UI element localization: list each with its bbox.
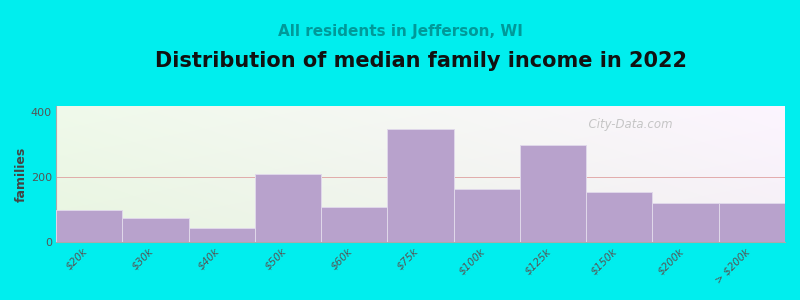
Bar bbox=[321, 207, 387, 242]
Bar bbox=[454, 189, 520, 242]
Bar bbox=[122, 218, 189, 242]
Text: City-Data.com: City-Data.com bbox=[581, 118, 673, 131]
Text: All residents in Jefferson, WI: All residents in Jefferson, WI bbox=[278, 24, 522, 39]
Title: Distribution of median family income in 2022: Distribution of median family income in … bbox=[154, 51, 686, 71]
Y-axis label: families: families bbox=[15, 146, 28, 202]
Bar bbox=[387, 129, 454, 242]
Bar bbox=[189, 228, 255, 242]
Bar bbox=[653, 203, 718, 242]
Bar bbox=[255, 174, 321, 242]
Bar bbox=[56, 210, 122, 242]
Bar bbox=[520, 145, 586, 242]
Bar bbox=[586, 192, 653, 242]
Bar bbox=[718, 203, 785, 242]
